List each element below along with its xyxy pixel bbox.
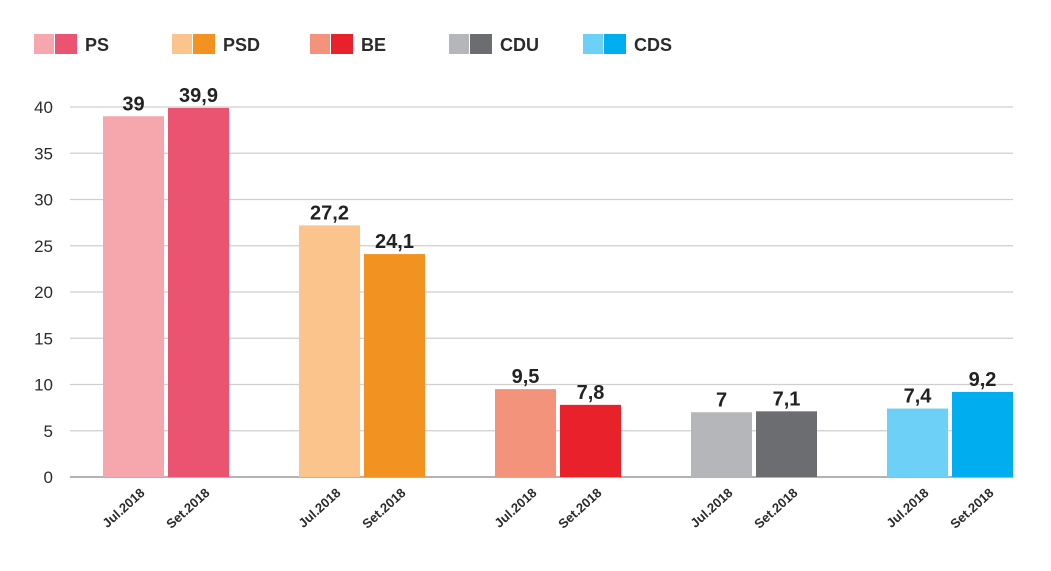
value-labels: 39 39,9 27,2 24,1 9,5 7,8 7 7,1 7,4 9,2: [122, 85, 996, 411]
legend-swatch-dark: [193, 34, 215, 54]
value-label-ps-jul-2018: 39: [122, 93, 144, 115]
legend-item-psd: PSD: [172, 34, 260, 55]
y-tick-label-40: 40: [34, 98, 53, 117]
legend-swatch-dark: [331, 34, 353, 54]
legend-label-be: BE: [361, 35, 386, 55]
bar-ps-set-2018: [168, 107, 229, 478]
x-tick-label-ps-set-2018: Set.2018: [163, 485, 212, 531]
value-label-be-jul-2018: 9,5: [512, 366, 540, 388]
bars: [103, 107, 1013, 478]
value-label-cds-set-2018: 9,2: [969, 369, 997, 391]
bar-cdu-set-2018: [756, 411, 817, 477]
bar-cds-jul-2018: [887, 408, 948, 477]
x-tick-label-cds-set-2018: Set.2018: [947, 485, 996, 531]
bar-psd-jul-2018: [299, 225, 360, 477]
bar-ps-jul-2018: [103, 116, 164, 477]
x-tick-label-cdu-jul-2018: Jul.2018: [687, 485, 735, 530]
y-tick-label-20: 20: [34, 283, 53, 302]
x-tick-label-psd-jul-2018: Jul.2018: [295, 485, 343, 530]
legend-swatch-light: [34, 34, 54, 54]
value-label-cdu-jul-2018: 7: [716, 389, 727, 411]
value-label-ps-set-2018: 39,9: [179, 85, 218, 107]
legend-item-be: BE: [310, 34, 386, 55]
x-tick-label-be-jul-2018: Jul.2018: [491, 485, 539, 530]
y-tick-label-35: 35: [34, 144, 53, 163]
legend-swatch-dark: [55, 34, 77, 54]
x-axis: Jul.2018 Set.2018 Jul.2018 Set.2018 Jul.2018…: [99, 485, 996, 531]
legend-swatch-light: [583, 34, 603, 54]
y-tick-label-15: 15: [34, 329, 53, 348]
legend-swatch-dark: [604, 34, 626, 54]
legend-item-cds: CDS: [583, 34, 672, 55]
value-label-cdu-set-2018: 7,1: [773, 388, 801, 410]
legend-swatch-light: [449, 34, 469, 54]
x-tick-label-cdu-set-2018: Set.2018: [751, 485, 800, 531]
x-tick-label-ps-jul-2018: Jul.2018: [99, 485, 147, 530]
y-tick-label-30: 30: [34, 191, 53, 210]
bar-cdu-jul-2018: [691, 412, 752, 477]
y-axis: 0 5 10 15 20 25 30 35 40: [34, 98, 53, 487]
bar-be-set-2018: [560, 404, 621, 477]
x-tick-label-cds-jul-2018: Jul.2018: [883, 485, 931, 530]
legend-item-cdu: CDU: [449, 34, 539, 55]
legend: PS PSD BE CDU CDS: [34, 34, 672, 55]
x-tick-label-be-set-2018: Set.2018: [555, 485, 604, 531]
bar-psd-set-2018: [364, 254, 425, 477]
legend-label-cdu: CDU: [500, 35, 539, 55]
legend-swatch-light: [172, 34, 192, 54]
legend-swatch-light: [310, 34, 330, 54]
x-tick-label-psd-set-2018: Set.2018: [359, 485, 408, 531]
y-tick-label-25: 25: [34, 237, 53, 256]
bar-cds-set-2018: [952, 391, 1013, 477]
value-label-psd-set-2018: 24,1: [375, 231, 414, 253]
value-label-be-set-2018: 7,8: [577, 382, 605, 404]
value-label-psd-jul-2018: 27,2: [310, 202, 349, 224]
legend-item-ps: PS: [34, 34, 109, 55]
y-tick-label-10: 10: [34, 376, 53, 395]
legend-label-ps: PS: [85, 35, 109, 55]
y-tick-label-0: 0: [44, 468, 53, 487]
y-tick-label-5: 5: [44, 422, 53, 441]
legend-label-psd: PSD: [223, 35, 260, 55]
bar-be-jul-2018: [495, 389, 556, 477]
legend-swatch-dark: [470, 34, 492, 54]
legend-label-cds: CDS: [634, 35, 672, 55]
value-label-cds-jul-2018: 7,4: [904, 386, 933, 408]
